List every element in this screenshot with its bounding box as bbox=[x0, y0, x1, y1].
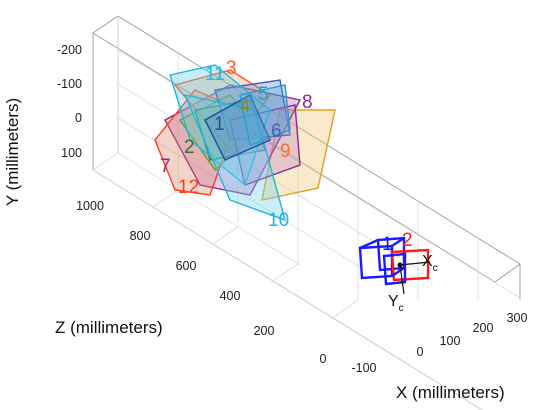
y-tick-label: -100 bbox=[57, 77, 82, 91]
pattern-label-5: 5 bbox=[258, 84, 269, 105]
plane-5 bbox=[239, 84, 291, 146]
camera-axis-y-label: Yc bbox=[388, 293, 404, 314]
pattern-label-9: 9 bbox=[280, 141, 291, 162]
x-tick-label: 100 bbox=[440, 334, 461, 348]
x-tick-label: 200 bbox=[473, 321, 494, 335]
y-tick-label: 100 bbox=[61, 146, 82, 160]
x-tick-label: 0 bbox=[417, 345, 424, 359]
y-axis-title: Y (millimeters) bbox=[3, 98, 22, 206]
camera-axis-x-label: Xc bbox=[422, 253, 438, 274]
pattern-label-6: 6 bbox=[271, 121, 282, 142]
camera-pattern-label-1: 1 bbox=[382, 234, 393, 255]
pattern-label-1: 1 bbox=[214, 114, 225, 135]
camera-pattern-label-2: 2 bbox=[402, 230, 413, 251]
x-tick-label: -100 bbox=[351, 361, 376, 375]
pattern-label-4: 4 bbox=[240, 96, 251, 117]
camera-glyph bbox=[358, 236, 431, 295]
pattern-label-11: 11 bbox=[205, 64, 225, 85]
y-tick-label: 0 bbox=[75, 111, 82, 125]
z-axis-title: Z (millimeters) bbox=[55, 318, 163, 337]
axes-box bbox=[92, 15, 521, 410]
y-tick-label: -200 bbox=[57, 43, 82, 57]
z-tick-label: 600 bbox=[176, 259, 197, 273]
x-axis-title: X (millimeters) bbox=[396, 383, 505, 402]
pattern-label-3: 3 bbox=[226, 58, 237, 79]
x-tick-label: 300 bbox=[507, 311, 528, 325]
z-tick-label: 400 bbox=[220, 289, 241, 303]
z-tick-label: 1000 bbox=[76, 199, 104, 213]
pattern-label-8: 8 bbox=[302, 92, 313, 113]
plane-11 bbox=[169, 64, 271, 187]
pattern-label-7: 7 bbox=[160, 156, 171, 177]
pattern-label-2: 2 bbox=[184, 137, 195, 158]
pattern-planes bbox=[154, 64, 336, 222]
pattern-label-12: 12 bbox=[178, 177, 199, 198]
y-axis-ticks: -200 -100 0 100 bbox=[57, 43, 82, 160]
z-tick-label: 200 bbox=[254, 324, 275, 338]
z-tick-label: 800 bbox=[130, 229, 151, 243]
z-tick-label: 0 bbox=[320, 352, 327, 366]
pattern-labels: 11 3 8 1 6 2 9 12 10 4 5 7 bbox=[160, 58, 313, 231]
x-axis-ticks: -100 0 100 200 300 bbox=[351, 311, 527, 375]
z-axis-ticks: 0 200 400 600 800 1000 bbox=[76, 199, 326, 366]
pattern-label-10: 10 bbox=[268, 210, 289, 231]
plane-12 bbox=[154, 89, 241, 196]
